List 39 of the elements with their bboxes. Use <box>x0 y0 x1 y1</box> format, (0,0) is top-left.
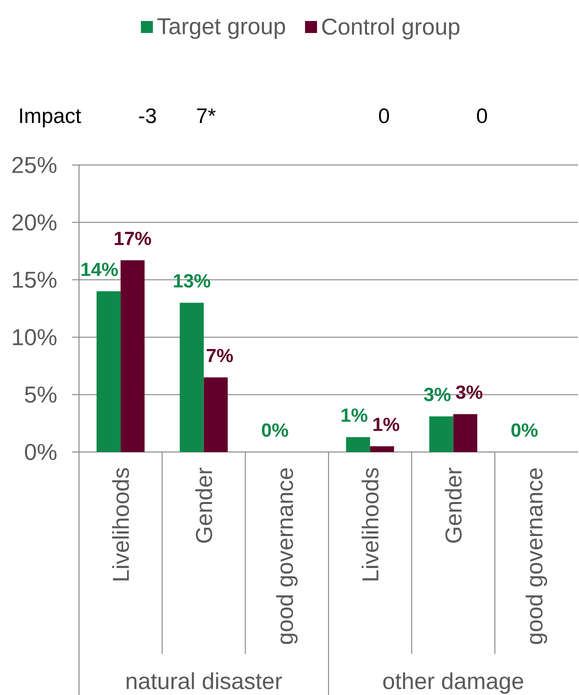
legend-label: Target group <box>157 18 286 39</box>
text: 0 <box>378 108 390 124</box>
bar <box>120 260 145 452</box>
legend-label: Control group <box>322 18 460 40</box>
text: other damage <box>383 672 524 694</box>
x-tick-label: Livelihoods <box>112 468 130 580</box>
data-label: 0% <box>262 423 288 437</box>
y-tick-label: 0% <box>24 444 56 460</box>
bar <box>204 377 228 452</box>
y-tick-label: 15% <box>13 272 56 288</box>
data-label: 0% <box>511 423 538 437</box>
data-label: 3% <box>424 388 451 402</box>
x-tick-label: Livelihoods <box>362 468 379 580</box>
bar <box>346 437 370 452</box>
x-tick-label: good governance <box>276 468 298 644</box>
x-tick-label: good governance <box>526 468 548 644</box>
data-label: 7% <box>206 348 233 362</box>
data-label: 14% <box>82 262 118 276</box>
x-tick-label: Gender <box>195 468 212 543</box>
y-tick-label: 25% <box>12 156 56 174</box>
text: natural disaster <box>126 672 282 690</box>
data-label: 17% <box>114 232 152 246</box>
y-tick-label: 10% <box>13 329 56 346</box>
text: 7* <box>197 108 216 123</box>
y-tick-label: 5% <box>24 386 56 403</box>
x-tick-label: Gender <box>444 468 462 543</box>
bar <box>180 302 204 452</box>
bar <box>96 291 121 452</box>
bar <box>370 446 394 452</box>
data-label: 1% <box>342 408 368 422</box>
data-label: 1% <box>373 418 400 432</box>
y-tick-label: 20% <box>12 214 56 231</box>
bar <box>429 416 454 452</box>
text: 0 <box>476 108 488 124</box>
bar <box>453 414 478 452</box>
text: -3 <box>139 108 156 124</box>
data-label: 3% <box>456 385 482 399</box>
data-label: 13% <box>174 274 210 288</box>
text: Impact <box>20 108 82 128</box>
